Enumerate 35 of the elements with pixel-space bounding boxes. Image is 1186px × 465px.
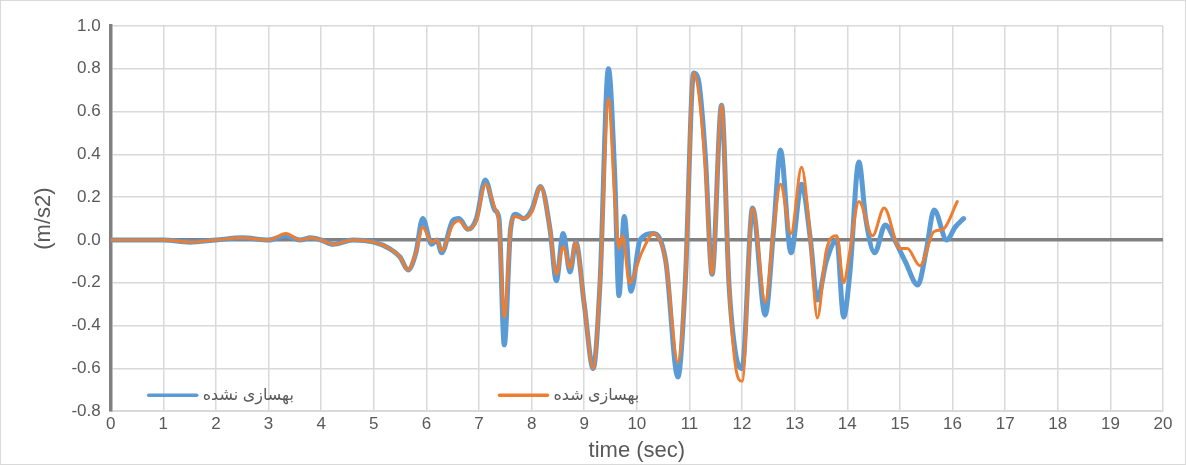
x-tick-label: 9 bbox=[579, 414, 589, 434]
x-tick-label: 7 bbox=[474, 414, 484, 434]
x-tick-label: 6 bbox=[421, 414, 432, 434]
x-tick-label: 15 bbox=[890, 414, 910, 434]
x-tick-label: 4 bbox=[316, 414, 326, 434]
x-tick-label: 19 bbox=[1100, 414, 1120, 434]
legend-label: بهسازی نشده bbox=[202, 385, 294, 405]
x-tick-label: 20 bbox=[1153, 414, 1173, 434]
x-tick-label: 3 bbox=[263, 414, 274, 434]
legend-label: بهسازی شده bbox=[553, 385, 640, 405]
x-tick-label: 17 bbox=[995, 414, 1015, 434]
x-axis-title: time (sec) bbox=[588, 436, 686, 462]
x-tick-label: 12 bbox=[732, 414, 752, 434]
y-tick-label: -0.8 bbox=[71, 400, 101, 420]
x-tick-label: 10 bbox=[627, 414, 647, 434]
y-tick-label: 0.2 bbox=[77, 186, 101, 206]
y-tick-label: -0.6 bbox=[71, 358, 101, 378]
y-tick-label: -0.4 bbox=[71, 315, 101, 335]
x-tick-label: 1 bbox=[158, 414, 169, 434]
x-tick-label: 14 bbox=[837, 414, 857, 434]
y-tick-label: -0.2 bbox=[71, 272, 101, 292]
y-tick-label: 1.0 bbox=[77, 15, 101, 35]
x-tick-label: 8 bbox=[526, 414, 537, 434]
y-tick-label: 0.4 bbox=[77, 144, 101, 164]
x-tick-label: 2 bbox=[211, 414, 221, 434]
x-tick-label: 0 bbox=[105, 414, 116, 434]
x-tick-label: 16 bbox=[943, 414, 962, 434]
y-tick-label: 0.8 bbox=[77, 58, 101, 78]
y-tick-label: 0.6 bbox=[77, 101, 101, 121]
x-tick-label: 18 bbox=[1048, 414, 1068, 434]
y-tick-label: 0.0 bbox=[77, 229, 101, 249]
x-tick-label: 11 bbox=[680, 414, 699, 434]
y-axis-title: (m/s2) bbox=[30, 187, 56, 250]
x-tick-label: 5 bbox=[369, 414, 379, 434]
x-tick-label: 13 bbox=[785, 414, 805, 434]
